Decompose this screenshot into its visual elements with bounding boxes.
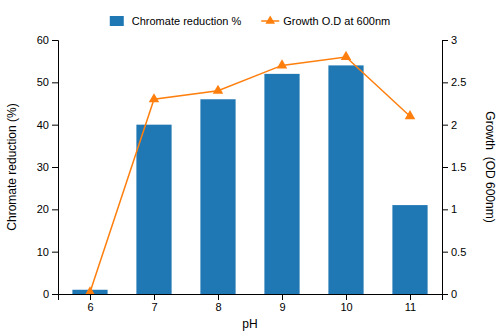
tick-label: 7: [151, 301, 157, 313]
tick-label: 2.5: [451, 76, 466, 88]
tick-mark: [442, 252, 448, 253]
line: [90, 57, 410, 292]
tick: 6: [87, 294, 93, 313]
tick: 2: [442, 119, 457, 131]
tick-mark: [442, 294, 448, 295]
tick: 3: [442, 34, 457, 46]
tick: 0: [43, 288, 58, 300]
tick-label: 60: [37, 34, 49, 46]
legend-label: Chromate reduction %: [132, 15, 242, 27]
tick: 9: [279, 294, 285, 313]
tick-mark: [154, 294, 155, 300]
tick-mark: [52, 125, 58, 126]
tick-label: 40: [37, 119, 49, 131]
y2-axis: 0 0.5 1 1.5 2 2.5 3: [442, 34, 466, 300]
bar-series: [72, 65, 427, 294]
axis-line: [52, 41, 59, 295]
tick-mark: [442, 40, 448, 41]
tick-mark: [52, 40, 58, 41]
tick-mark: [52, 167, 58, 168]
tick-label: 3: [451, 34, 457, 46]
plot: 6 7 8 9 10 11 0 10 20 30 40 50 60 0 0.5 1 1.5 2 2.5 3: [37, 34, 467, 313]
tick-mark: [282, 294, 283, 300]
tick-mark: [346, 294, 347, 300]
tick: 1.5: [442, 161, 466, 173]
tick-label: 6: [87, 301, 93, 313]
axis-line: [59, 295, 443, 301]
y-axis-title: Chromate reduction (%): [5, 103, 19, 230]
tick: 8: [215, 294, 221, 313]
legend-item: Growth O.D at 600nm: [261, 15, 390, 27]
tick-label: 10: [340, 301, 352, 313]
legend: Chromate reduction % Growth O.D at 600nm: [110, 15, 390, 27]
tick-mark: [52, 294, 58, 295]
tick-label: 50: [37, 76, 49, 88]
legend-label: Growth O.D at 600nm: [283, 15, 390, 27]
tick: 50: [37, 76, 58, 88]
bar: [200, 99, 235, 294]
marker: [85, 286, 96, 294]
legend-swatch: [110, 16, 124, 26]
legend-marker: [265, 15, 275, 23]
tick-label: 11: [405, 301, 416, 313]
axis-line: [443, 41, 449, 295]
tick-label: 0: [451, 288, 457, 300]
tick-label: 2: [451, 119, 457, 131]
tick: 60: [37, 34, 58, 46]
tick: 1: [442, 203, 457, 215]
bar: [264, 74, 299, 294]
tick: 10: [340, 294, 352, 313]
tick-mark: [442, 209, 448, 210]
marker: [277, 59, 288, 68]
tick-mark: [218, 294, 219, 300]
tick: 10: [37, 246, 58, 258]
tick-mark: [90, 294, 91, 300]
bar: [328, 65, 363, 294]
tick-mark: [52, 209, 58, 210]
marker: [149, 93, 160, 102]
tick-mark: [442, 125, 448, 126]
tick-mark: [442, 167, 448, 168]
tick-label: 0.5: [451, 246, 466, 258]
marker: [405, 110, 416, 119]
legend-item: Chromate reduction %: [110, 15, 242, 27]
tick-label: 9: [279, 301, 285, 313]
tick-label: 20: [37, 203, 49, 215]
bar: [136, 125, 171, 294]
tick-label: 1.5: [451, 161, 466, 173]
tick: 0: [442, 288, 457, 300]
line-series: [85, 51, 416, 294]
chart: 6 7 8 9 10 11 0 10 20 30 40 50 60 0 0.5 1 1.5 2 2.5 3 pH Chro…: [0, 0, 500, 336]
tick-label: 1: [451, 203, 457, 215]
tick: 40: [37, 119, 58, 131]
tick: 30: [37, 161, 58, 173]
tick-mark: [442, 82, 448, 83]
tick: 20: [37, 203, 58, 215]
tick: 7: [151, 294, 157, 313]
tick-label: 10: [37, 246, 49, 258]
y-axis: 0 10 20 30 40 50 60: [37, 34, 59, 300]
tick: 2.5: [442, 76, 466, 88]
marks: [72, 51, 427, 294]
y2-axis-title: Growth (OD 600nm): [483, 111, 497, 222]
tick: 11: [405, 294, 416, 313]
tick-mark: [52, 82, 58, 83]
bar: [392, 205, 427, 294]
tick-mark: [52, 252, 58, 253]
x-axis-title: pH: [242, 317, 257, 331]
x-axis: 6 7 8 9 10 11: [59, 294, 443, 313]
tick-label: 0: [43, 288, 49, 300]
marker: [341, 51, 352, 60]
tick-mark: [410, 294, 411, 300]
tick-label: 30: [37, 161, 49, 173]
tick-label: 8: [215, 301, 221, 313]
tick: 0.5: [442, 246, 466, 258]
marker: [213, 85, 224, 94]
